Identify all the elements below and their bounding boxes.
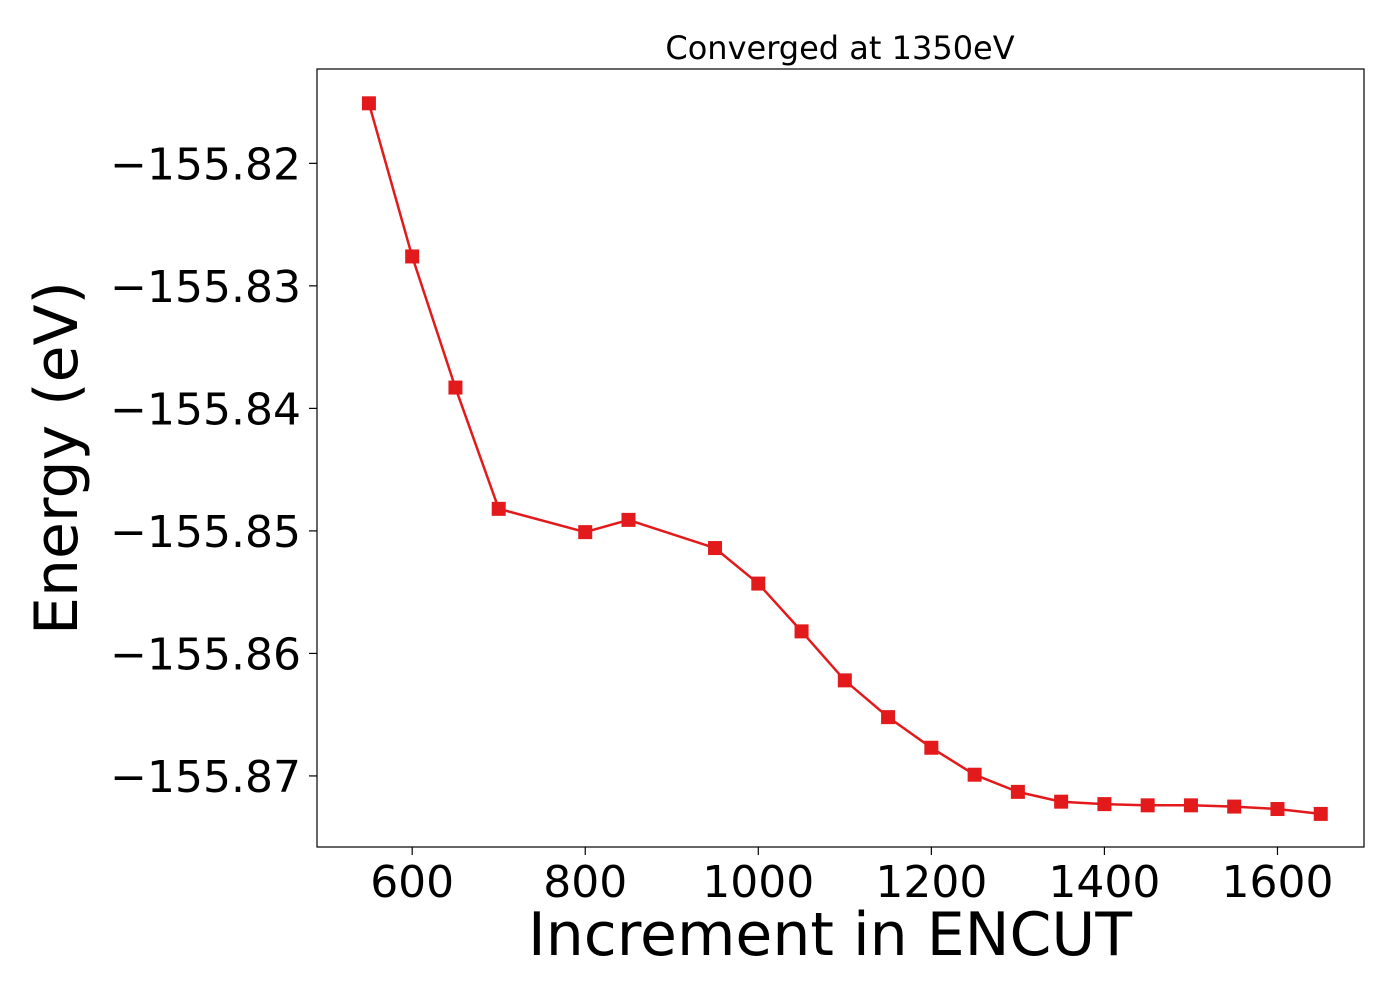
- chart-title: Converged at 1350eV: [665, 29, 1014, 67]
- data-point: [405, 249, 420, 264]
- data-point: [578, 525, 593, 540]
- data-point: [1054, 794, 1069, 809]
- data-point: [794, 624, 809, 639]
- x-tick-label: 1600: [1221, 857, 1333, 908]
- data-point: [837, 673, 852, 688]
- data-point: [1270, 802, 1285, 817]
- data-point: [621, 512, 636, 527]
- y-tick-label: −155.84: [110, 384, 301, 435]
- data-point: [1313, 806, 1328, 821]
- y-axis: −155.82 −155.83 −155.84 −155.85 −155.86 −155.…: [110, 139, 317, 803]
- data-point: [491, 501, 506, 516]
- data-point: [1140, 798, 1155, 813]
- x-tick-label: 1000: [702, 857, 814, 908]
- data-point: [924, 740, 939, 755]
- y-tick-label: −155.83: [110, 262, 301, 313]
- data-point: [751, 576, 766, 591]
- y-axis-title: Energy (eV): [22, 281, 92, 635]
- y-tick-label: −155.86: [110, 629, 301, 680]
- plot-frame: [316, 68, 1365, 848]
- x-tick-label: 600: [370, 857, 454, 908]
- data-point: [708, 541, 723, 556]
- data-point: [361, 96, 376, 111]
- data-point: [881, 710, 896, 725]
- data-point: [1010, 784, 1025, 799]
- y-tick-label: −155.85: [110, 507, 301, 558]
- x-tick-label: 1200: [875, 857, 987, 908]
- y-tick-label: −155.82: [110, 139, 301, 190]
- y-tick-label: −155.87: [110, 752, 301, 803]
- data-point: [1183, 798, 1198, 813]
- data-point: [1097, 797, 1112, 812]
- x-axis: 600 800 1000 1200 1400 1600: [370, 847, 1333, 908]
- data-point: [967, 767, 982, 782]
- x-axis-title: Increment in ENCUT: [528, 900, 1132, 970]
- data-point: [448, 380, 463, 395]
- x-tick-label: 1400: [1048, 857, 1160, 908]
- plot-series: [361, 96, 1328, 821]
- data-point: [1227, 799, 1242, 814]
- x-tick-label: 800: [543, 857, 627, 908]
